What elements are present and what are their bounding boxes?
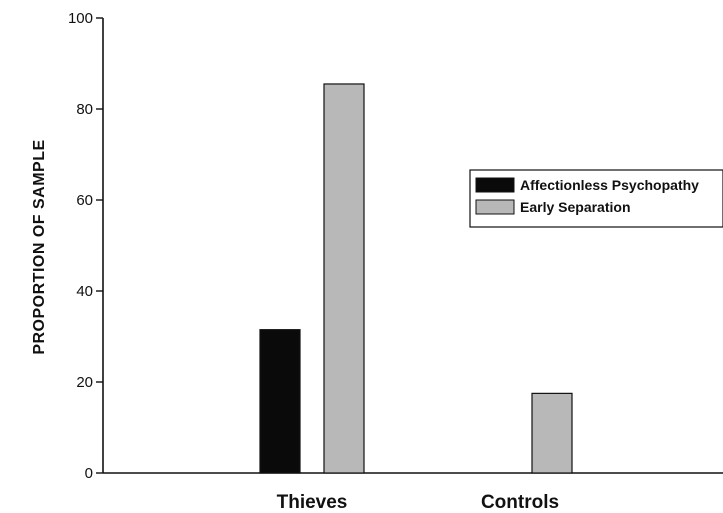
y-tick-label: 0 <box>85 465 93 482</box>
bar-controls-early-separation <box>531 392 573 474</box>
axes <box>102 18 723 474</box>
y-ticks: 0 20 40 60 80 100 <box>68 10 103 482</box>
legend-box <box>469 169 723 228</box>
legend: Affectionless Psychopathy Early Separatio… <box>469 169 723 228</box>
bars <box>259 83 573 474</box>
y-tick-label: 80 <box>76 101 93 118</box>
x-tick-labels: Thieves Controls <box>277 492 559 513</box>
legend-label: Early Separation <box>520 199 631 215</box>
y-axis-label: PROPORTION OF SAMPLE <box>31 139 48 354</box>
y-tick-label: 100 <box>68 10 93 27</box>
bar-thieves-early-separation <box>323 83 365 474</box>
legend-swatch <box>475 177 515 193</box>
y-tick-label: 20 <box>76 374 93 391</box>
x-tick-label: Thieves <box>277 492 348 513</box>
legend-swatch <box>475 199 515 215</box>
y-tick-label: 40 <box>76 283 93 300</box>
legend-label: Affectionless Psychopathy <box>520 177 699 193</box>
bar-thieves-affectionless-psychopathy <box>259 329 301 474</box>
y-tick-label: 60 <box>76 192 93 209</box>
x-tick-label: Controls <box>481 492 559 513</box>
